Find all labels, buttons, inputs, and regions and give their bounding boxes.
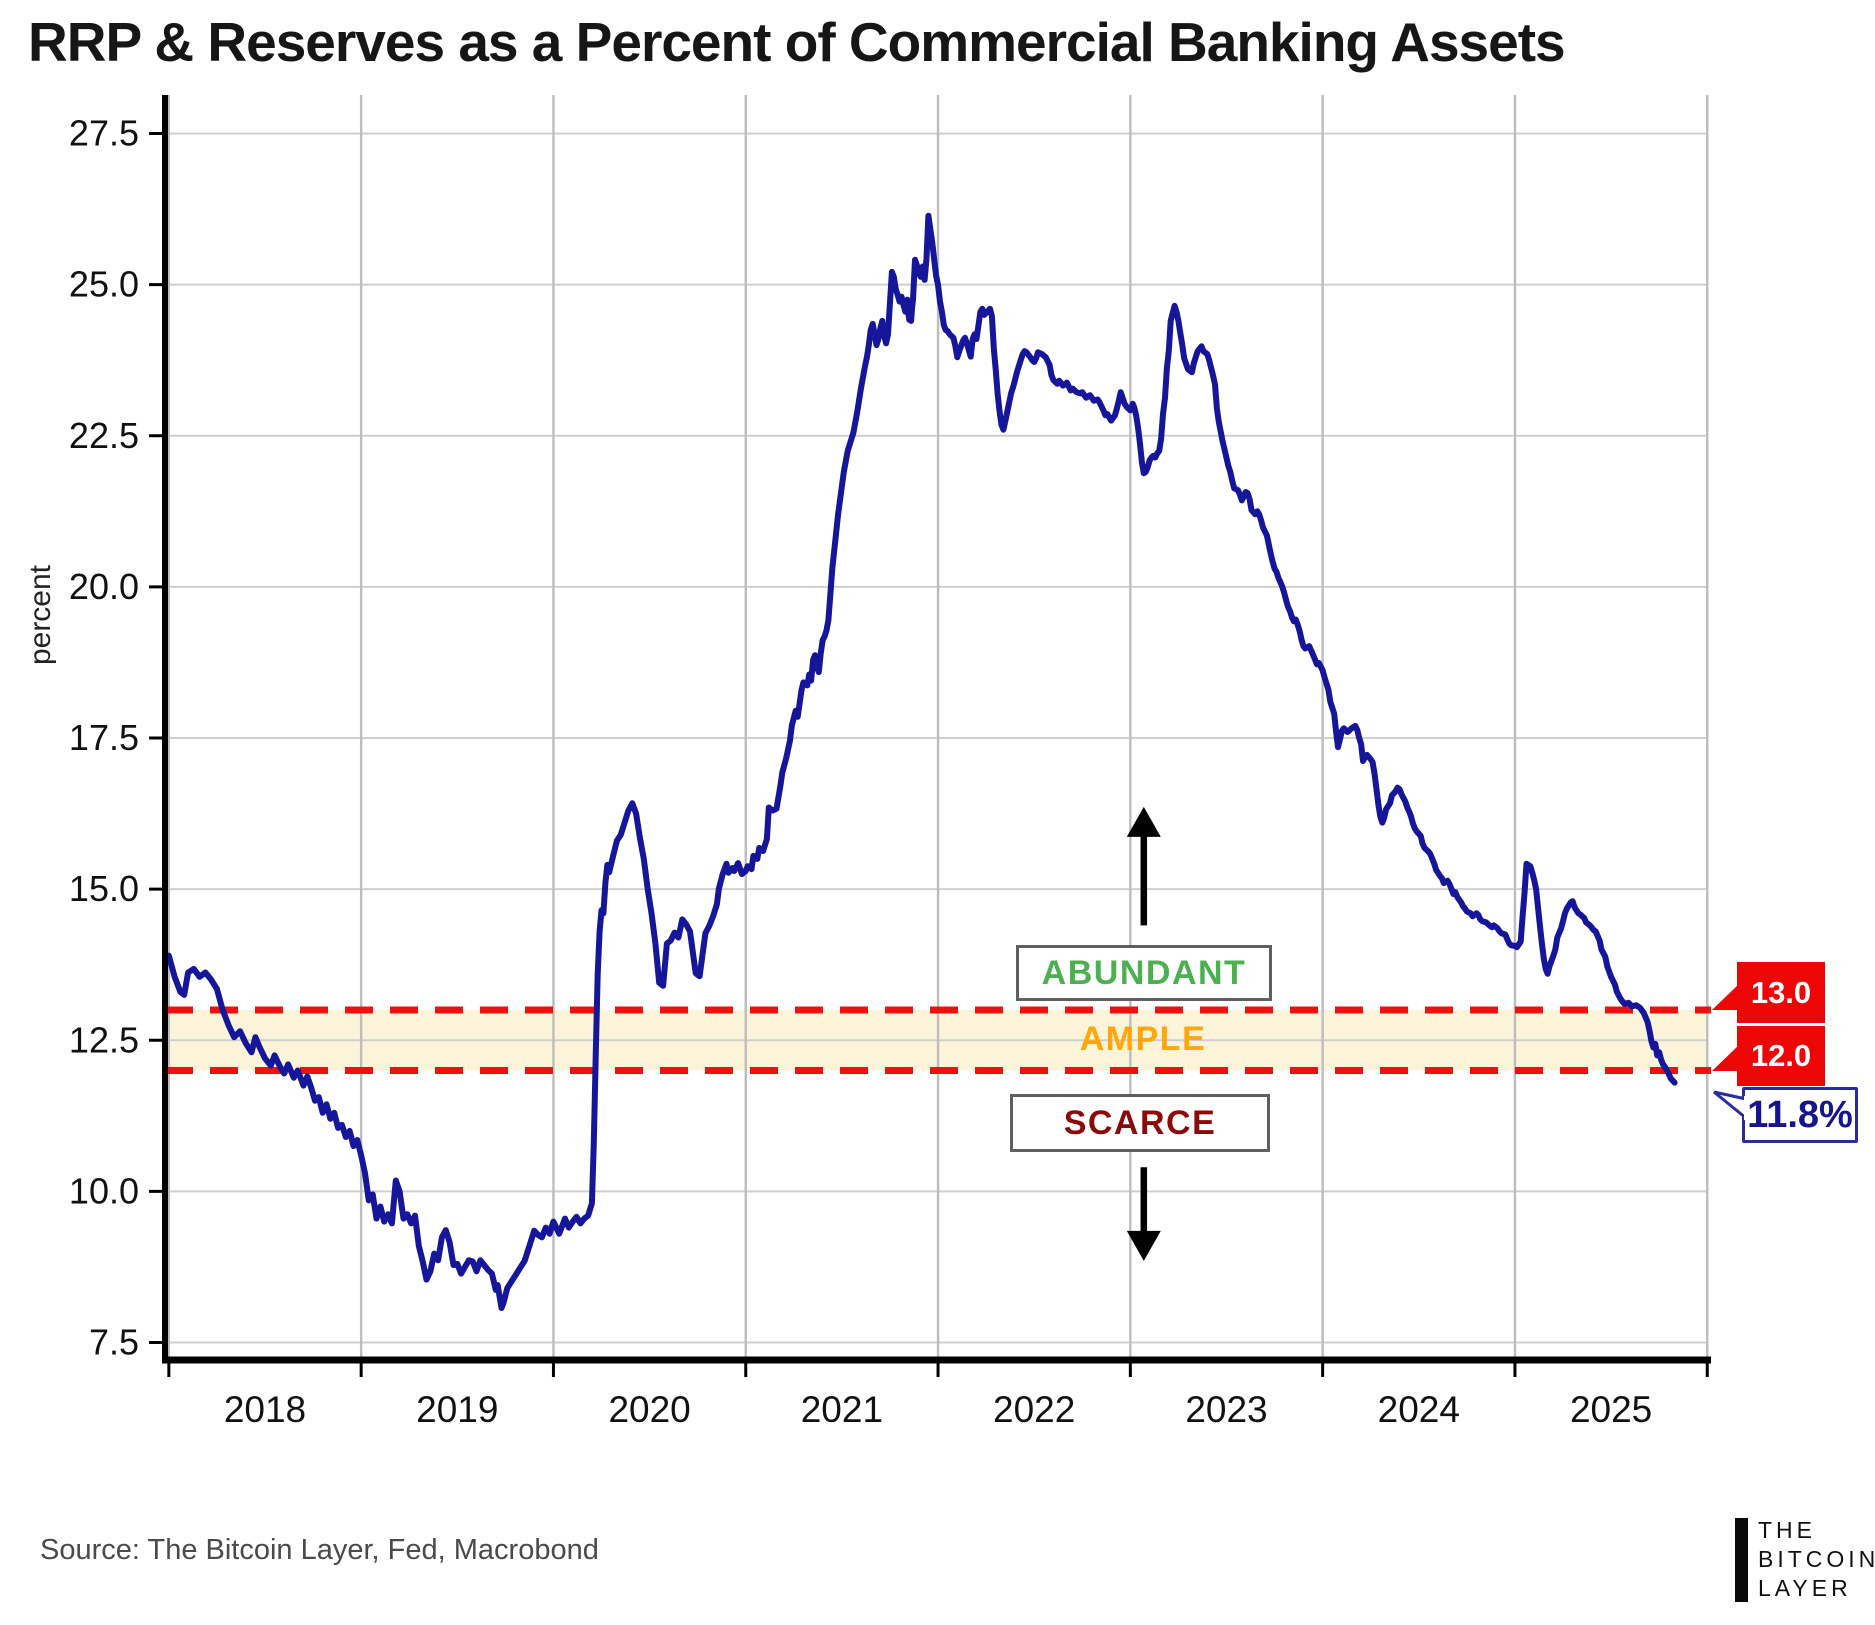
logo-line-2: BITCOIN xyxy=(1758,1546,1875,1572)
logo-line-1: THE xyxy=(1758,1517,1816,1543)
x-tick-label: 2023 xyxy=(1185,1389,1267,1430)
x-tick-label: 2025 xyxy=(1570,1389,1652,1430)
y-tick-label: 27.5 xyxy=(69,113,139,154)
logo-line-3: LAYER xyxy=(1758,1575,1852,1601)
y-tick-label: 22.5 xyxy=(69,415,139,456)
x-tick-label: 2020 xyxy=(608,1389,690,1430)
threshold-tag-12: 12.0 xyxy=(1712,1026,1825,1086)
y-tick-label: 7.5 xyxy=(89,1322,139,1363)
y-tick-label: 25.0 xyxy=(69,264,139,305)
ample-annotation: AMPLE xyxy=(1043,1020,1243,1059)
abundant-annotation: ABUNDANT xyxy=(1016,945,1272,1001)
x-tick-label: 2019 xyxy=(416,1389,498,1430)
y-tick-label: 12.5 xyxy=(69,1019,139,1060)
x-tick-label: 2021 xyxy=(801,1389,883,1430)
x-tick-label: 2024 xyxy=(1378,1389,1460,1430)
page-title: RRP & Reserves as a Percent of Commercia… xyxy=(28,11,1566,73)
abundant-label: ABUNDANT xyxy=(1041,953,1247,992)
threshold-tag-13: 13.0 xyxy=(1712,962,1825,1023)
up-arrow-head-icon xyxy=(1126,806,1161,837)
x-tick-label: 2018 xyxy=(224,1389,306,1430)
ample-label: AMPLE xyxy=(1079,1020,1207,1058)
x-tick-label: 2022 xyxy=(993,1389,1075,1430)
source-note: Source: The Bitcoin Layer, Fed, Macrobon… xyxy=(40,1534,599,1566)
tag-13-label: 13.0 xyxy=(1750,974,1812,1010)
scarce-annotation: SCARCE xyxy=(1010,1094,1270,1152)
latest-value-callout: 11.8% xyxy=(1713,1087,1858,1143)
scarce-label: SCARCE xyxy=(1063,1103,1217,1142)
y-tick-label: 20.0 xyxy=(69,566,139,607)
down-arrow-head-icon xyxy=(1126,1230,1161,1261)
y-tick-label: 15.0 xyxy=(69,868,139,909)
series-line xyxy=(165,212,1678,1311)
latest-value-label: 11.8% xyxy=(1747,1093,1853,1136)
logo-bar-icon xyxy=(1735,1518,1748,1602)
y-tick-label: 17.5 xyxy=(69,717,139,758)
y-axis-title: percent xyxy=(24,564,57,666)
tag-12-label: 12.0 xyxy=(1750,1038,1812,1073)
y-tick-label: 10.0 xyxy=(69,1170,139,1211)
callout-pointer-icon xyxy=(1713,1090,1747,1120)
